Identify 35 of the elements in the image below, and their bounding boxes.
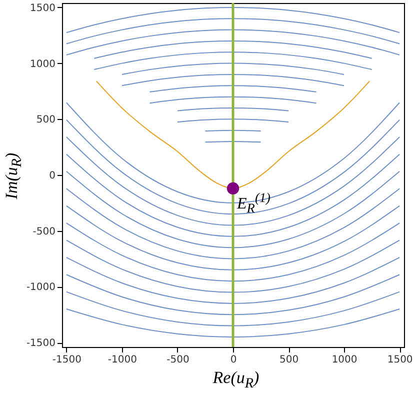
line-series	[66, 256, 400, 304]
y-tick-label: 1500	[30, 2, 56, 14]
line-series	[149, 96, 317, 104]
line-series	[66, 18, 400, 44]
line-series	[121, 62, 345, 75]
y-tick-label: -500	[32, 226, 56, 238]
line-series	[149, 85, 317, 92]
x-tick-label: -1000	[108, 354, 137, 366]
x-tick-label: 0	[230, 354, 237, 366]
line-series	[66, 308, 400, 338]
x-tick-label: -1500	[52, 354, 82, 366]
line-series	[66, 6, 400, 34]
line-series	[66, 154, 400, 237]
line-series	[66, 188, 400, 260]
x-tick-label: 1000	[332, 354, 358, 366]
line-series	[66, 222, 400, 282]
line-series	[66, 240, 400, 293]
y-tick-label: -1000	[26, 282, 56, 294]
line-series	[94, 40, 372, 59]
y-tick-label: -1500	[26, 338, 56, 350]
y-tick-label: 500	[36, 114, 56, 126]
line-series	[66, 170, 400, 248]
line-series	[66, 291, 400, 326]
x-axis-title: Re(u$_{R}$)	[212, 368, 260, 392]
x-tick-label: 500	[279, 354, 299, 366]
x-tick-label: 1500	[387, 354, 413, 366]
y-tick-label: 1000	[30, 58, 56, 70]
line-series	[66, 136, 400, 226]
x-tick-label: -500	[166, 354, 190, 366]
line-series	[121, 74, 345, 86]
line-series	[66, 274, 400, 316]
y-tick-label: 0	[49, 170, 56, 182]
line-series	[94, 52, 372, 70]
line-series	[66, 29, 400, 56]
line-series	[66, 119, 400, 215]
